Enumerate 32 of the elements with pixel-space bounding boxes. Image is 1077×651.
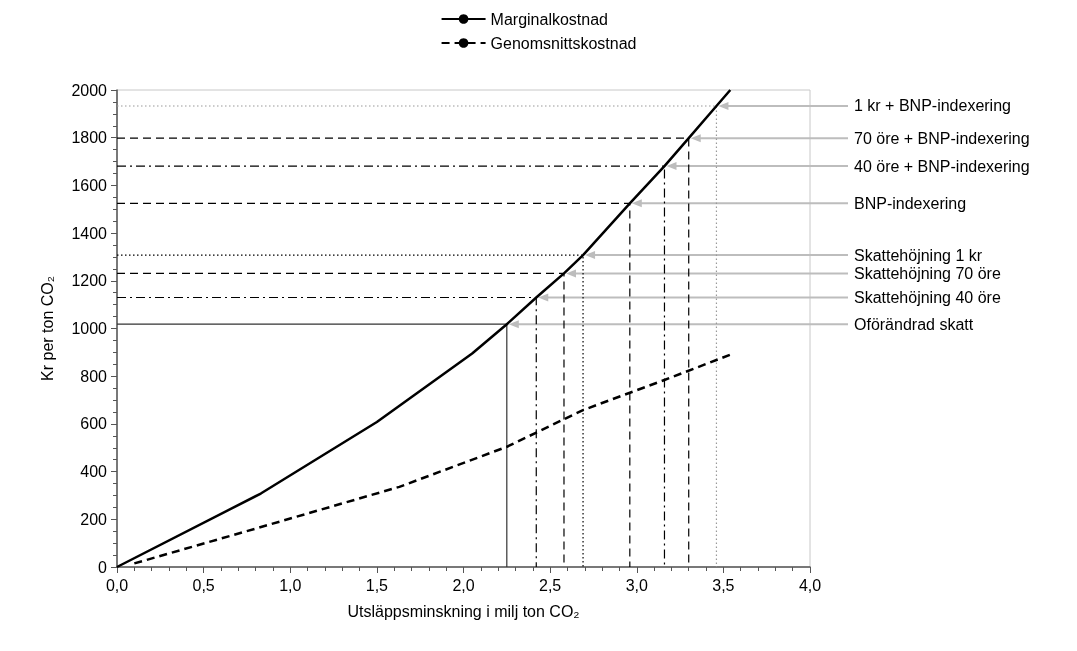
- x-tick-label: 0,5: [192, 576, 215, 594]
- x-tick-label: 4,0: [798, 576, 822, 594]
- y-tick-label: 0: [98, 558, 108, 576]
- y-tick-label: 200: [80, 510, 108, 528]
- y-tick-label: 1400: [71, 224, 108, 242]
- x-tick-label: 3,5: [712, 576, 735, 594]
- y-tick-label: 1000: [71, 320, 108, 337]
- annotation: 40 öre + BNP-indexering: [854, 157, 1030, 175]
- y-tick-label: 800: [80, 367, 108, 385]
- x-tick-label: 2,0: [452, 576, 475, 594]
- annotation: Skattehöjning 70 öre: [854, 264, 1001, 282]
- x-tick-label: 1,0: [279, 576, 302, 594]
- annotation: Oförändrad skatt: [854, 315, 974, 333]
- legend-label: Genomsnittskostnad: [490, 34, 637, 52]
- legend-label: Marginalkostnad: [490, 10, 608, 28]
- y-tick-label: 1200: [71, 272, 108, 290]
- x-tick-label: 2,5: [539, 576, 562, 594]
- annotation: 1 kr + BNP-indexering: [854, 97, 1011, 115]
- y-tick-label: 1600: [71, 176, 108, 194]
- y-tick-label: 1800: [71, 129, 108, 147]
- annotation: BNP-indexering: [854, 194, 967, 212]
- y-axis-title: Kr per ton CO₂: [38, 276, 56, 381]
- annotation: 70 öre + BNP-indexering: [854, 129, 1030, 147]
- annotation: Skattehöjning 40 öre: [854, 288, 1001, 306]
- x-axis-title: Utsläppsminskning i milj ton CO₂: [347, 602, 580, 620]
- x-tick-label: 1,5: [365, 576, 389, 594]
- y-tick-label: 600: [80, 415, 108, 433]
- annotation: Skattehöjning 1 kr: [854, 246, 983, 264]
- x-tick-label: 3,0: [625, 576, 648, 594]
- y-tick-label: 2000: [71, 81, 108, 99]
- x-tick-label: 0,0: [105, 576, 129, 594]
- y-tick-label: 400: [80, 463, 108, 481]
